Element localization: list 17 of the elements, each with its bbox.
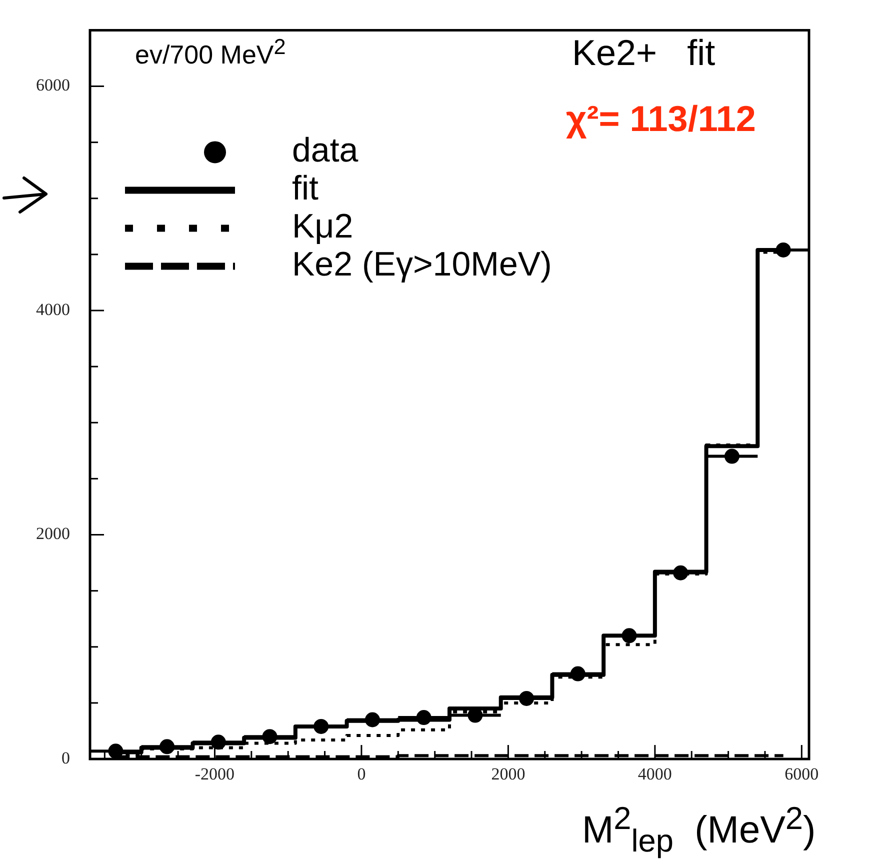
legend-label: Kμ2 — [292, 208, 354, 246]
x-tick-label: 6000 — [784, 764, 819, 784]
y-tick-label: 0 — [62, 748, 70, 768]
text: χ²= 113/112 — [562, 98, 760, 140]
legend-label: Ke2 (Eγ>10MeV) — [292, 246, 552, 284]
legend-label: fit — [292, 170, 319, 208]
y-axis-title: ev/700 MeV$^{2}$ — [135, 34, 286, 71]
x-axis-title: M$^{2}$$_{lep}$ (MeV$^{2}$) — [582, 800, 816, 859]
x-tick-label: -2000 — [194, 764, 235, 784]
chart-title: Ke2+ fit — [568, 32, 720, 74]
x-tick-label: 2000 — [491, 764, 526, 784]
y-tick-label: 6000 — [36, 76, 70, 95]
legend-label: data — [292, 132, 358, 170]
y-tick-label: 2000 — [36, 524, 70, 544]
x-tick-label: 0 — [357, 764, 366, 784]
y-tick-label: 4000 — [36, 300, 70, 319]
x-tick-label: 4000 — [638, 764, 672, 784]
